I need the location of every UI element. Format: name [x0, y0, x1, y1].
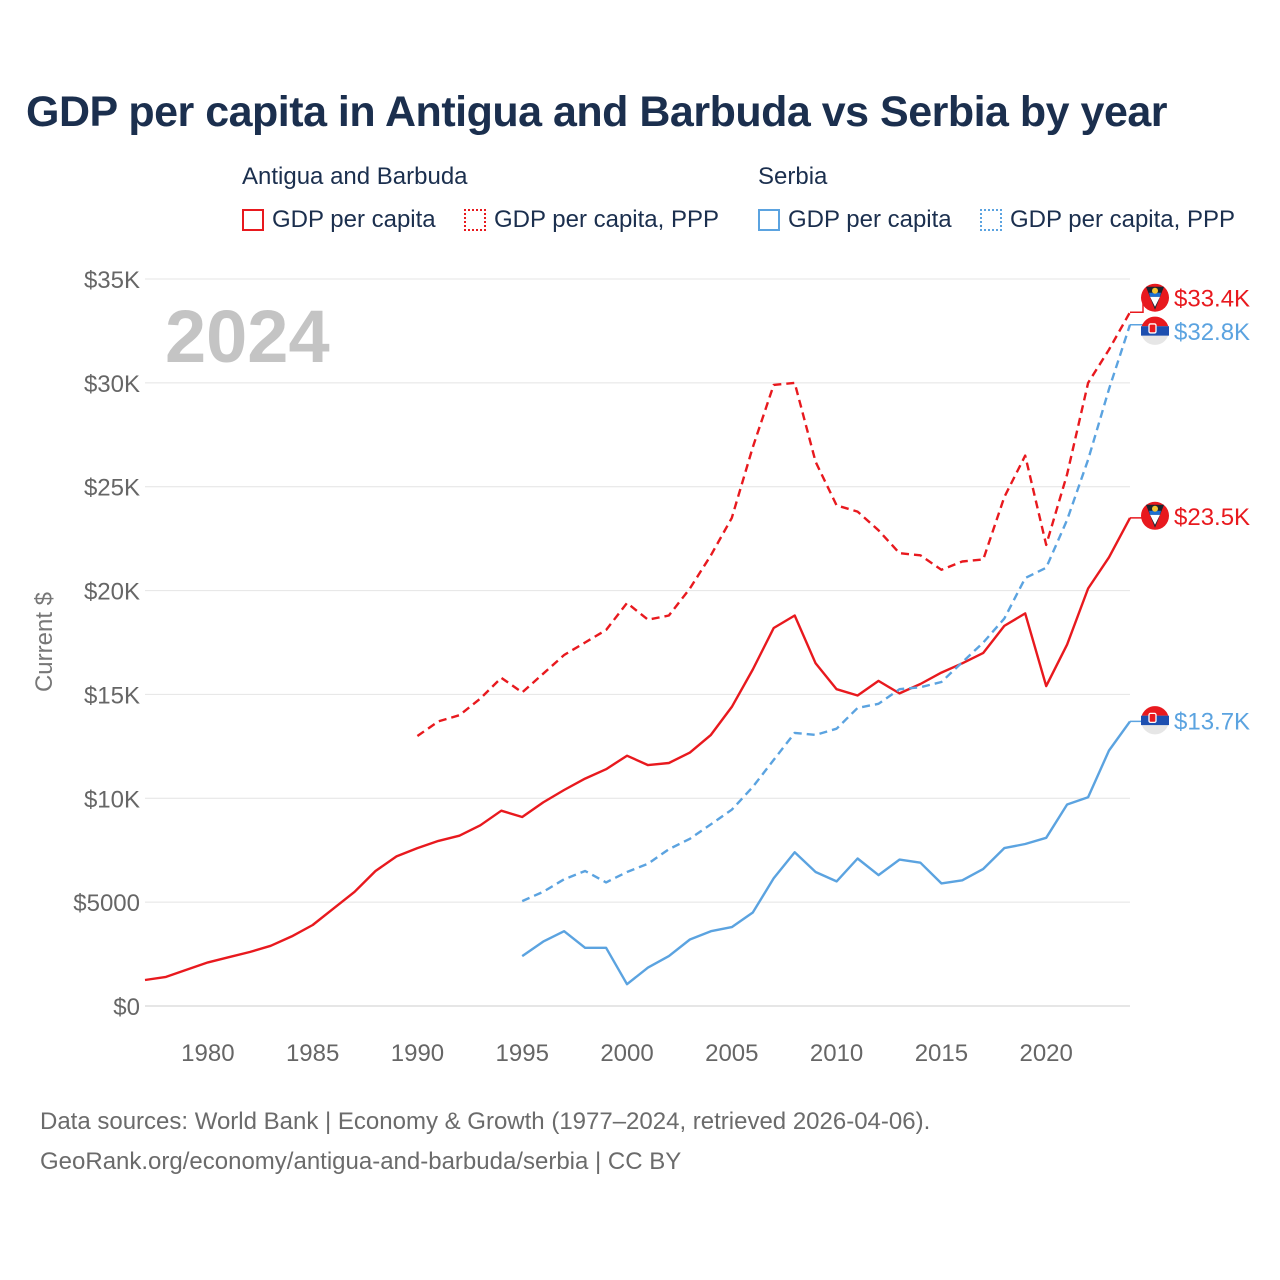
legend-label: GDP per capita: [272, 206, 436, 233]
x-tick-label: 1995: [496, 1040, 549, 1067]
legend-item-serbia-gdp[interactable]: GDP per capita: [758, 206, 952, 234]
legend-label: GDP per capita, PPP: [494, 206, 719, 233]
legend-label: GDP per capita: [788, 206, 952, 233]
antigua-flag-icon: [1141, 283, 1169, 312]
x-tick-label: 1985: [286, 1040, 339, 1067]
legend-group-serbia: Serbia: [758, 163, 828, 190]
series-line-2[interactable]: [521, 324, 1132, 903]
footer-link[interactable]: GeoRank.org/economy/antigua-and-barbuda/…: [40, 1148, 682, 1175]
series-end-label: $33.4K: [1174, 286, 1250, 313]
serbia-flag-icon: [1141, 316, 1169, 345]
y-tick-label: $25K: [84, 475, 140, 502]
series-line-0[interactable]: [416, 311, 1132, 737]
legend-item-serbia-gdp-ppp[interactable]: GDP per capita, PPP: [980, 206, 1235, 234]
legend-item-antigua-gdp-ppp[interactable]: GDP per capita, PPP: [464, 206, 719, 234]
x-tick-label: 2015: [915, 1040, 968, 1067]
y-tick-label: $0: [113, 994, 140, 1021]
footer-sources: Data sources: World Bank | Economy & Gro…: [40, 1108, 931, 1135]
legend-group-antigua: Antigua and Barbuda: [242, 163, 468, 190]
legend-swatch-dotted-blue: [980, 209, 1002, 231]
series-end-label: $32.8K: [1174, 319, 1250, 346]
end-labels: $33.4K $23.5K $32.8K $13.7K: [1130, 283, 1250, 735]
series-end-label: $13.7K: [1174, 708, 1250, 735]
y-tick-label: $15K: [84, 682, 140, 709]
y-tick-label: $10K: [84, 786, 140, 813]
series-line-1[interactable]: [144, 517, 1132, 982]
x-tick-label: 2000: [600, 1040, 653, 1067]
antigua-flag-icon: [1141, 501, 1169, 530]
x-tick-label: 2010: [810, 1040, 863, 1067]
serbia-flag-icon: [1141, 706, 1169, 735]
series-end-label: $23.5K: [1174, 504, 1250, 531]
gridlines: [145, 278, 1130, 1007]
x-tick-label: 2020: [1019, 1040, 1072, 1067]
y-axis-label: Current $: [31, 592, 58, 692]
series-line-3[interactable]: [521, 720, 1131, 986]
x-tick-label: 1980: [181, 1040, 234, 1067]
legend-label: GDP per capita, PPP: [1010, 206, 1235, 233]
year-watermark: 2024: [165, 295, 330, 378]
legend-swatch-dotted-red: [464, 209, 486, 231]
y-tick-label: $30K: [84, 371, 140, 398]
chart-title: GDP per capita in Antigua and Barbuda vs…: [26, 88, 1168, 136]
legend-swatch-solid-red: [242, 209, 264, 231]
y-tick-label: $35K: [84, 267, 140, 294]
axes: $0 $5000 $10K $15K $20K $25K $30K $35K 1980 1985 1…: [73, 267, 1073, 1067]
x-tick-label: 2005: [705, 1040, 758, 1067]
y-tick-label: $20K: [84, 579, 140, 606]
legend-swatch-solid-blue: [758, 209, 780, 231]
y-tick-label: $5000: [73, 890, 140, 917]
x-tick-label: 1990: [391, 1040, 444, 1067]
series: [144, 311, 1132, 986]
legend-item-antigua-gdp[interactable]: GDP per capita: [242, 206, 436, 234]
